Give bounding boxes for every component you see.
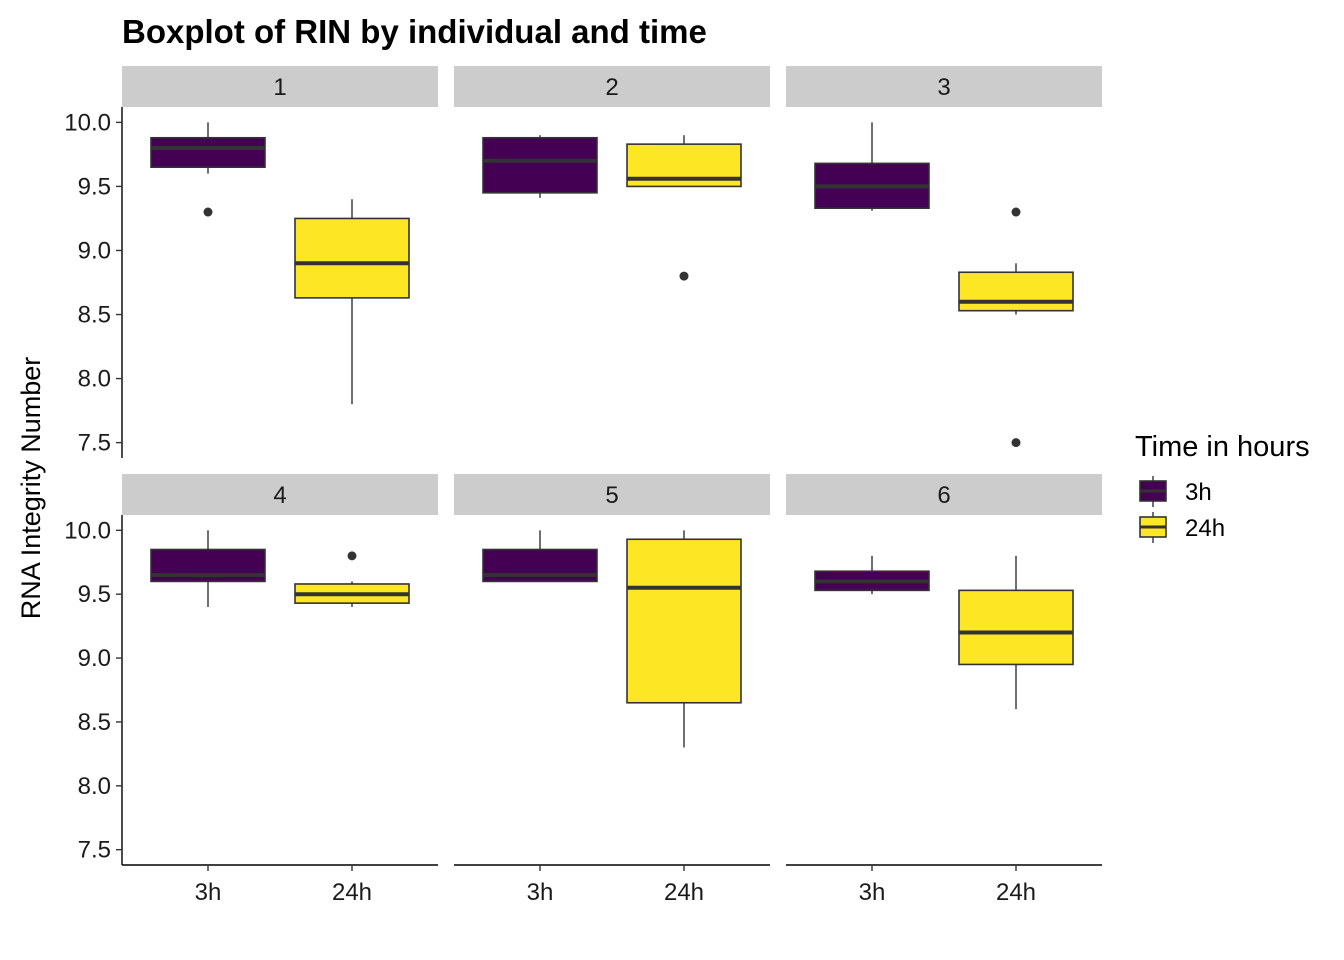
facet-panels: 1 7.5 8.0 8.5 9.0 9.5 10.0 2 3 4 7.5 8.0 8.5 9.0 9.5 10… <box>64 66 1102 906</box>
y-tick-label: 10.0 <box>64 517 111 544</box>
y-tick-label: 8.0 <box>78 366 111 393</box>
box-24h <box>626 135 742 281</box>
box-body <box>150 136 266 169</box>
y-tick-label: 9.0 <box>78 237 111 264</box>
box-3h <box>482 135 598 198</box>
box-3h <box>482 530 598 583</box>
y-tick-label: 10.0 <box>64 109 111 136</box>
box-body <box>958 589 1074 666</box>
x-tick-label: 24h <box>332 879 372 906</box>
y-tick-label: 8.0 <box>78 773 111 800</box>
strip-label: 1 <box>273 74 286 101</box>
x-tick-label: 3h <box>195 879 222 906</box>
legend-label: 3h <box>1185 479 1212 506</box>
legend-item-3h: 3h <box>1139 476 1212 507</box>
strip-background <box>454 474 770 515</box>
outlier-point <box>1011 438 1021 448</box>
strip-label: 5 <box>605 482 618 509</box>
strip-background <box>786 66 1102 107</box>
box-body <box>482 136 598 194</box>
box-3h <box>814 122 930 211</box>
facet-panel-2: 2 <box>454 66 770 281</box>
y-tick-label: 9.5 <box>78 173 111 200</box>
outlier-point <box>1011 207 1021 217</box>
chart-title: Boxplot of RIN by individual and time <box>122 13 707 50</box>
legend-title: Time in hours <box>1135 431 1310 463</box>
strip-label: 6 <box>937 482 950 509</box>
strip-background <box>786 474 1102 515</box>
strip-background <box>122 474 438 515</box>
x-tick-label: 24h <box>664 879 704 906</box>
box-3h <box>150 122 266 217</box>
outlier-point <box>203 207 213 217</box>
y-tick-label: 7.5 <box>78 430 111 457</box>
strip-label: 2 <box>605 74 618 101</box>
x-tick-label: 3h <box>859 879 886 906</box>
x-tick-label: 24h <box>996 879 1036 906</box>
box-24h <box>294 199 410 405</box>
legend-item-24h: 24h <box>1139 512 1225 543</box>
legend-label: 24h <box>1185 515 1225 542</box>
strip-label: 4 <box>273 482 286 509</box>
facet-panel-1: 1 7.5 8.0 8.5 9.0 9.5 10.0 <box>64 66 438 458</box>
box-body <box>958 271 1074 312</box>
y-tick-label: 9.5 <box>78 581 111 608</box>
box-body <box>294 217 410 299</box>
facet-panel-5: 5 3h 24h <box>454 474 770 906</box>
strip-background <box>122 66 438 107</box>
y-axis-title: RNA Integrity Number <box>16 357 46 620</box>
outlier-point <box>679 271 689 281</box>
y-tick-label: 7.5 <box>78 837 111 864</box>
box-3h <box>814 555 930 595</box>
facet-panel-6: 6 3h 24h <box>786 474 1102 906</box>
box-24h <box>294 551 410 607</box>
x-tick-label: 3h <box>527 879 554 906</box>
box-3h <box>150 530 266 607</box>
strip-label: 3 <box>937 74 950 101</box>
y-tick-label: 9.0 <box>78 645 111 672</box>
box-24h <box>958 555 1074 710</box>
strip-background <box>454 66 770 107</box>
y-tick-label: 8.5 <box>78 302 111 329</box>
facet-panel-3: 3 <box>786 66 1102 448</box>
facet-panel-4: 4 7.5 8.0 8.5 9.0 9.5 10.0 3h 24h <box>64 474 438 906</box>
box-24h <box>626 530 742 748</box>
box-body <box>626 538 742 704</box>
y-tick-label: 8.5 <box>78 709 111 736</box>
box-24h <box>958 207 1074 448</box>
outlier-point <box>347 551 357 561</box>
